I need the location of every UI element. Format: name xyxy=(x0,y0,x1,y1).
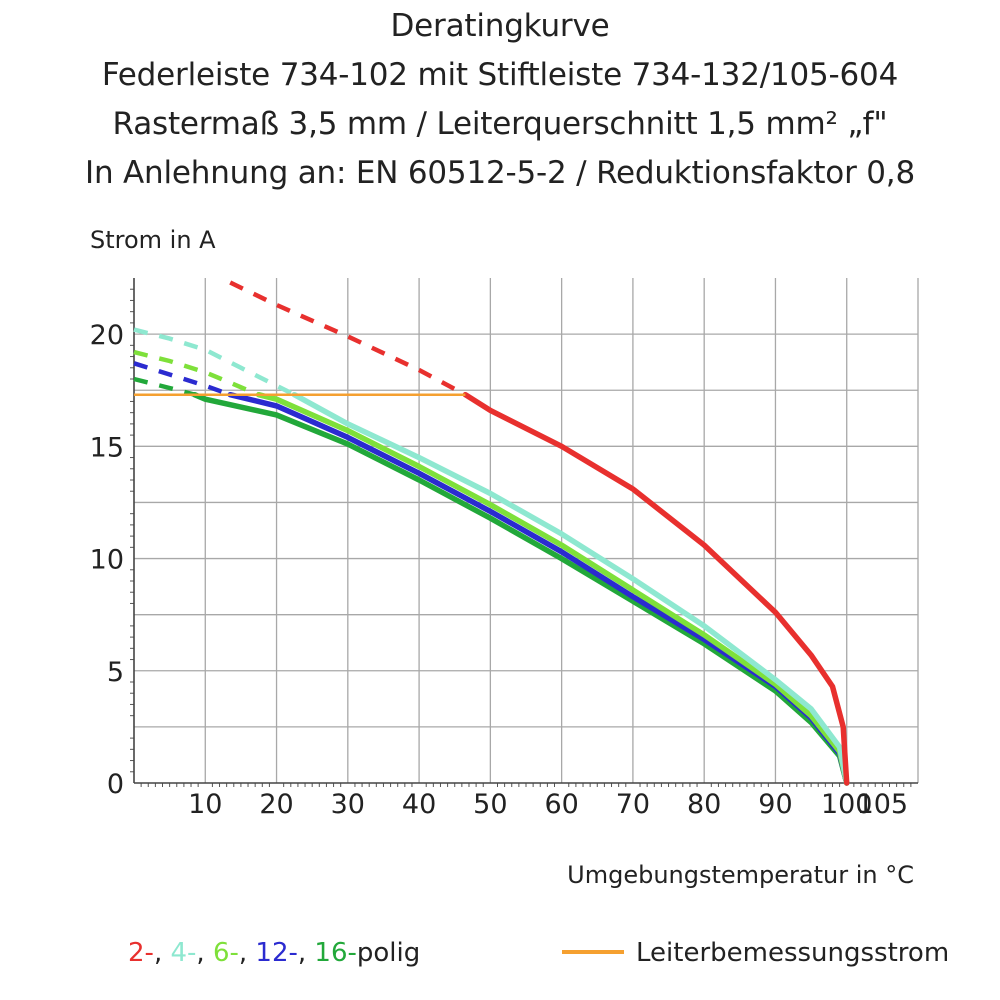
legend-part: 16- xyxy=(314,938,357,968)
chart-title: Deratingkurve xyxy=(390,8,610,44)
legend-rated-current: Leiterbemessungsstrom xyxy=(562,938,949,968)
series-4-polig-dashed xyxy=(133,327,296,397)
legend-part: 2- xyxy=(128,938,154,968)
chart-subtitle-pitch: Rastermaß 3,5 mm / Leiterquerschnitt 1,5… xyxy=(112,106,888,142)
legend-part: , xyxy=(297,938,315,968)
chart-title-block: Deratingkurve Federleiste 734-102 mit St… xyxy=(0,2,1000,198)
series-12-polig-dashed xyxy=(133,361,231,397)
series-16-polig-dashed xyxy=(133,376,196,397)
chart-subtitle-product: Federleiste 734-102 mit Stiftleiste 734-… xyxy=(101,57,899,93)
x-tick-label: 105 xyxy=(857,789,909,820)
y-tick-label: 0 xyxy=(107,769,124,800)
x-tick-label: 50 xyxy=(473,789,507,820)
x-tick-label: 70 xyxy=(616,789,650,820)
legend-part: polig xyxy=(356,938,421,968)
y-tick-label: 10 xyxy=(90,545,124,576)
legend-part: 4- xyxy=(170,938,197,968)
x-tick-label: 30 xyxy=(331,789,365,820)
x-tick-label: 100 xyxy=(821,789,873,820)
legend-part: , xyxy=(238,938,256,968)
series-2-polig-dashed xyxy=(229,280,467,397)
legend-part: , xyxy=(153,938,171,968)
legend-part: 6- xyxy=(212,938,239,968)
series-2-polig-line xyxy=(462,391,850,786)
legend-part: 12- xyxy=(255,938,298,968)
x-axis-label: Umgebungstemperatur in °C xyxy=(567,861,914,889)
x-tick-label: 80 xyxy=(687,789,721,820)
y-tick-label: 20 xyxy=(90,320,124,351)
series-6-polig-dashed xyxy=(133,349,260,397)
y-axis-label: Strom in A xyxy=(90,226,216,254)
chart-subtitle-standard: In Anlehnung an: EN 60512-5-2 / Reduktio… xyxy=(85,155,915,191)
y-tick-label: 15 xyxy=(90,432,124,463)
legend-rated-label: Leiterbemessungsstrom xyxy=(636,938,950,968)
x-tick-label: 60 xyxy=(544,789,578,820)
x-tick-label: 90 xyxy=(758,789,792,820)
x-tick-label: 40 xyxy=(402,789,436,820)
legend-series: 2-, 4-, 6-, 12-, 16-polig xyxy=(128,938,420,968)
y-tick-label: 5 xyxy=(107,657,124,688)
series-4-polig-line xyxy=(291,391,850,786)
series-16-polig-line xyxy=(191,391,850,786)
legend-part: , xyxy=(196,938,213,968)
x-tick-label: 20 xyxy=(259,789,293,820)
x-tick-label: 10 xyxy=(188,789,222,820)
legend-rated-swatch xyxy=(562,949,624,954)
series-6-polig-line xyxy=(255,391,850,786)
